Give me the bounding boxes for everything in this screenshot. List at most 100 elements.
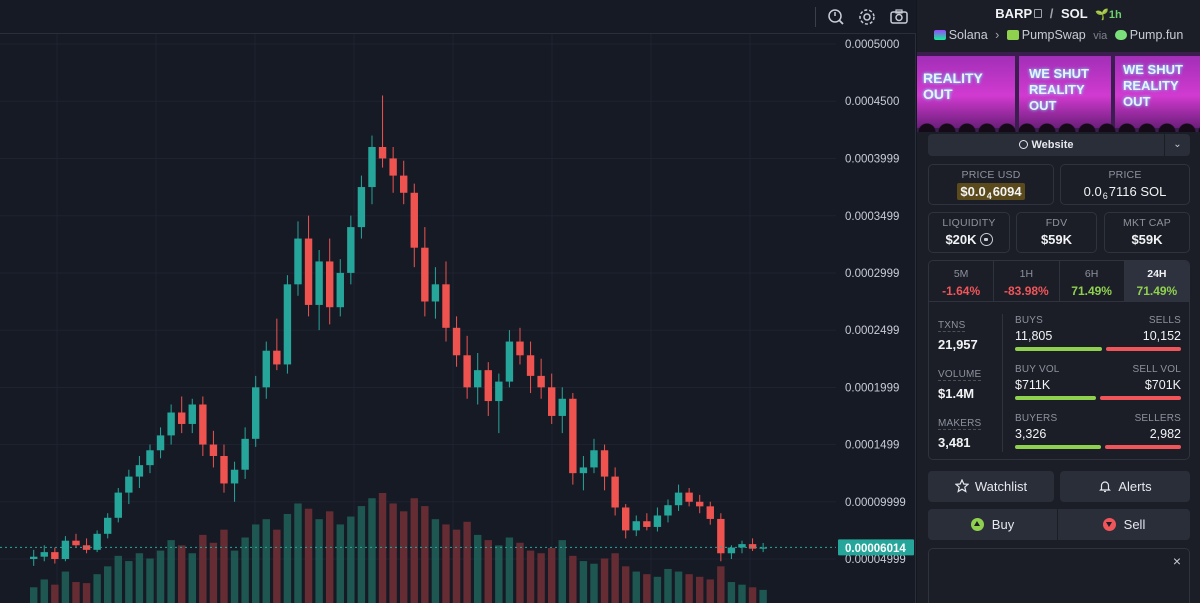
liquidity-value: $20K [929,232,1009,247]
fdv-value: $59K [1040,232,1073,247]
price-chart[interactable]: 0.0005000 0.0004500 0.0003999 0.0003499 0.00… [0,0,916,603]
banner-screen-2: WE SHUT REALITY OUT [1019,56,1111,128]
chain-launchpad[interactable]: Pump.fun [1129,28,1184,42]
chevron-right-icon: › [995,28,1000,42]
sell-vol-value: $701K [1144,378,1181,392]
candle-body [220,455,228,484]
volume-bar [357,506,366,603]
volume-bar [632,571,640,603]
volume-bar [304,508,313,603]
candle-body [336,272,344,308]
sells-label: SELLS [1148,315,1181,326]
volume-bar [156,550,165,603]
candle-body [537,375,545,388]
candle-body [748,544,757,549]
candle-body [368,146,376,188]
tab-1h[interactable]: 1H -83.98% [994,261,1060,301]
candle-body [706,506,714,519]
volume-bar [40,579,48,603]
sellers-value: 2,982 [1149,427,1181,441]
price-axis-tick-label: 0.00009999 [845,497,906,509]
buy-button[interactable]: Buy [928,509,1057,540]
candle-body [664,505,672,516]
pair-title: BARP / SOL 🌱1h [917,6,1200,21]
candle-body [526,355,535,376]
volume-bar [368,498,376,603]
buys-bar-fill [1015,347,1102,351]
candlestick-plot[interactable]: 0.0005000 0.0004500 0.0003999 0.0003499 0.00… [0,34,916,603]
candle-body [51,552,59,559]
copy-icon[interactable] [1034,9,1043,18]
candle-body [696,501,704,507]
volume-bar [643,574,651,603]
volume-bar [706,579,714,603]
buy-vol-label: BUY VOL [1015,364,1060,375]
volume-bar [188,553,196,603]
alerts-button[interactable]: Alerts [1060,471,1190,502]
price-sol-label: PRICE [1108,169,1142,181]
volume-bar [653,576,662,603]
volume-stat: VOLUME $1.4M [938,364,982,401]
volume-bar [294,503,302,603]
candle-body [548,387,556,416]
chain-dex[interactable]: PumpSwap [1021,28,1086,42]
pair-age: 🌱1h [1095,9,1122,21]
pumpfun-logo-icon [1114,30,1127,40]
sell-vol-label: SELL VOL [1132,364,1181,375]
volume-bar [452,529,461,603]
tab-6h[interactable]: 6H 71.49% [1060,261,1125,301]
watchlist-button[interactable]: Watchlist [928,471,1054,502]
solana-logo-icon [933,30,946,40]
tab-change-value: 71.49% [1136,284,1178,298]
candle-body [40,552,48,557]
volume-bar [209,542,218,603]
candle-body [474,370,482,388]
candle-body [442,284,450,328]
candle-body [104,517,112,534]
volume-bar [241,537,249,603]
close-icon[interactable]: × [1172,553,1181,569]
volume-bar [315,519,323,603]
volume-bar [135,553,144,603]
tab-label: 24H [1147,268,1167,280]
lock-icon[interactable] [979,233,993,246]
volume-bar [516,542,524,603]
candle-body [61,540,70,559]
settings-gear-icon[interactable] [857,7,877,27]
socials-dropdown-button[interactable]: ⌄ [1165,134,1190,156]
toolbar-divider [815,7,816,27]
camera-icon[interactable] [889,7,909,27]
chain-network[interactable]: Solana [948,28,988,42]
compare-icon[interactable] [826,7,846,27]
price-sol-value: 0.067116 SOL [1061,184,1189,201]
website-button[interactable]: Website [928,134,1164,156]
volume-bar [347,516,355,603]
volume-bar [558,540,566,603]
tab-5m[interactable]: 5M -1.64% [929,261,995,301]
price-axis-tick-label: 0.0004500 [845,96,899,108]
candle-body [156,435,165,451]
candle-body [727,547,736,554]
candle-body [241,438,249,470]
txns-stat: TXNS 21,957 [938,315,978,352]
tab-24h[interactable]: 24H 71.49% [1124,261,1189,301]
price-usd-digits: 6094 [992,184,1022,199]
mkt-cap-label: MKT CAP [1123,217,1171,229]
candle-body [632,521,640,531]
buyers-sellers-bar [1015,445,1181,449]
candle-body [347,227,355,273]
candle-body [685,492,693,502]
fdv-label: FDV [1045,217,1068,229]
banner-screen-1: REALITY OUT [917,56,1015,128]
candle-body [622,507,630,531]
buys-value: 11,805 [1015,329,1053,343]
sellers-bar-fill [1105,445,1181,449]
candle-body [431,284,440,302]
sell-button[interactable]: Sell [1058,509,1190,540]
ad-card: × [928,548,1190,603]
banner-screen-3: WE SHUT REALITY OUT [1115,56,1200,128]
candle-body [463,355,471,388]
sell-vol-bar-fill [1100,396,1181,400]
tab-label: 5M [953,268,969,280]
buy-sell-volume-bar [1015,396,1181,400]
